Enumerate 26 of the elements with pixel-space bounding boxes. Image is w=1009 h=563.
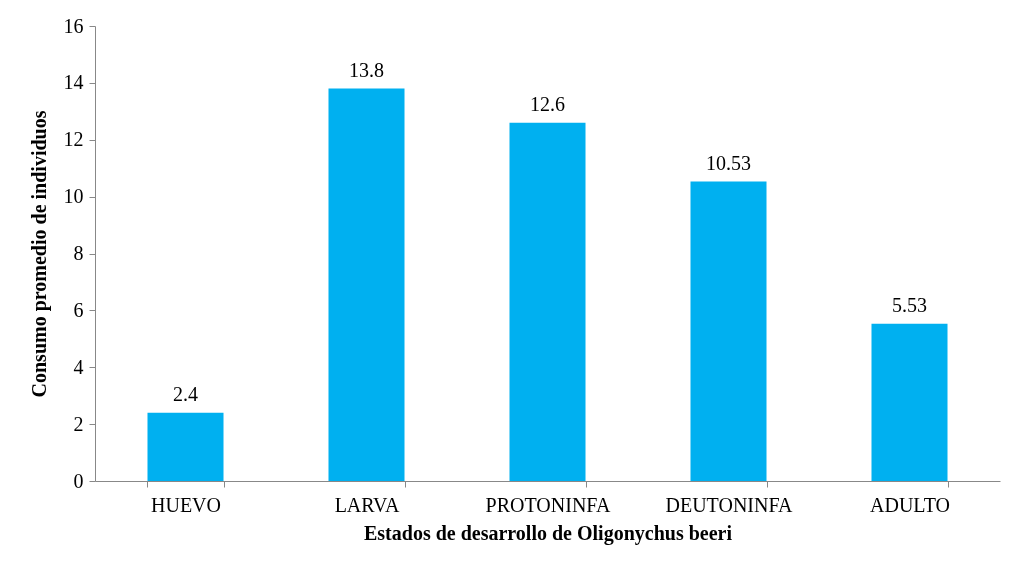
y-axis-title: Consumo promedio de individuos	[27, 110, 51, 398]
y-tick-label: 16	[63, 14, 84, 37]
bar	[147, 412, 224, 481]
data-label: 10.53	[706, 151, 751, 174]
data-label: 13.8	[349, 58, 384, 81]
y-tick-label: 2	[73, 412, 84, 435]
bar	[328, 88, 405, 481]
x-tick-label: LARVA	[334, 493, 400, 516]
y-tick-label: 12	[63, 128, 84, 151]
y-tick-label: 8	[73, 242, 84, 264]
x-tick-label: DEUTONINFA	[665, 493, 794, 516]
bar	[509, 122, 586, 481]
y-tick-label: 14	[63, 71, 84, 94]
bar	[690, 181, 767, 481]
data-label: 2.4	[173, 382, 198, 405]
x-tick-label: ADULTO	[869, 493, 951, 516]
x-axis-title: Estados de desarrollo de Oligonychus beeri	[364, 521, 733, 545]
x-tick-label: PROTONINFA	[485, 493, 611, 516]
y-tick-label: 6	[73, 298, 84, 321]
y-tick-label: 4	[73, 355, 84, 378]
x-tick-label: HUEVO	[151, 493, 221, 516]
data-label: 5.53	[892, 293, 927, 316]
y-tick-label: 10	[63, 185, 84, 208]
data-label: 12.6	[530, 92, 565, 115]
bar	[871, 323, 948, 481]
y-tick-label: 0	[73, 469, 84, 492]
